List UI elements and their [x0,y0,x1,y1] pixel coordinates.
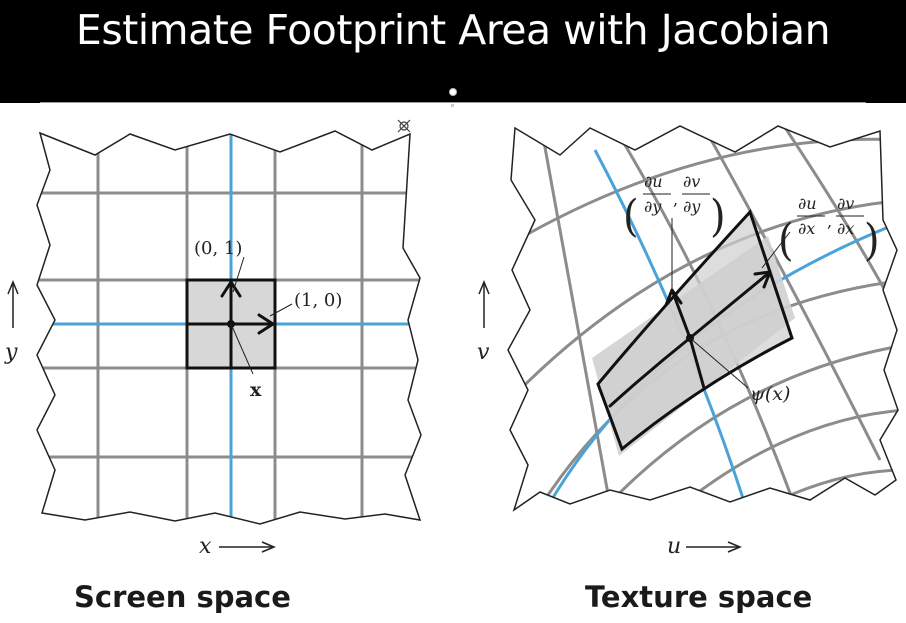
arrow-dx-head [753,270,772,289]
resize-handle-icon[interactable] [451,104,454,107]
arrow-x-head [257,313,275,335]
axis-x-indicator: x [199,534,276,559]
slide-title: Estimate Footprint Area with Jacobian [75,6,831,54]
label-dir-y: (0, 1) [194,238,242,259]
selection-handle-icon[interactable] [449,88,457,96]
svg-text:,: , [827,212,832,231]
vec-x-num2: ∂v [837,194,854,213]
svg-text:(: ( [623,190,639,241]
axis-u-label: u [667,534,681,559]
texture-footprint [596,209,794,452]
axis-u-indicator: u [667,534,742,559]
vec-y-den2: ∂y [683,197,701,216]
label-mapped-point: ψ(x) [750,383,790,405]
vec-y-num2: ∂v [683,172,700,191]
title-bar [0,0,906,103]
axis-x-label: x [199,534,212,559]
svg-text:): ) [864,214,880,265]
label-point-x: x [250,379,262,401]
vec-y-den1: ∂y [644,197,662,216]
axis-y-label: y [4,340,18,365]
caption-screen-space: Screen space [74,580,291,614]
texture-space-panel: ψ(x) ( ∂u ∂y , ∂v ∂y ) ( ∂u ∂x , ∂v ∂x ) [477,125,899,559]
mouse-cursor-icon [397,119,411,133]
vec-x-num1: ∂u [798,194,817,213]
vec-x-den2: ∂x [837,219,854,238]
texture-space-border [507,125,899,512]
screen-space-panel: (0, 1) (1, 0) x y x [4,130,422,559]
arrow-dy-shaft [670,288,692,340]
vector-dy-label: ( ∂u ∂y , ∂v ∂y ) [623,172,726,241]
label-dir-x: (1, 0) [294,290,342,311]
vec-x-den1: ∂x [798,219,815,238]
axis-v-label: v [477,340,490,365]
vec-y-num1: ∂u [644,172,663,191]
caption-texture-space: Texture space [585,580,813,614]
arrow-dx-shaft [688,270,772,340]
arrow-y-head [220,280,242,298]
screen-space-border [36,130,422,525]
svg-text:): ) [710,190,726,241]
axis-y-indicator: y [4,280,19,365]
title-divider [40,102,866,103]
svg-text:,: , [673,190,678,209]
axis-v-indicator: v [477,280,490,365]
svg-text:(: ( [778,214,794,265]
vector-dx-label: ( ∂u ∂x , ∂v ∂x ) [778,194,880,266]
